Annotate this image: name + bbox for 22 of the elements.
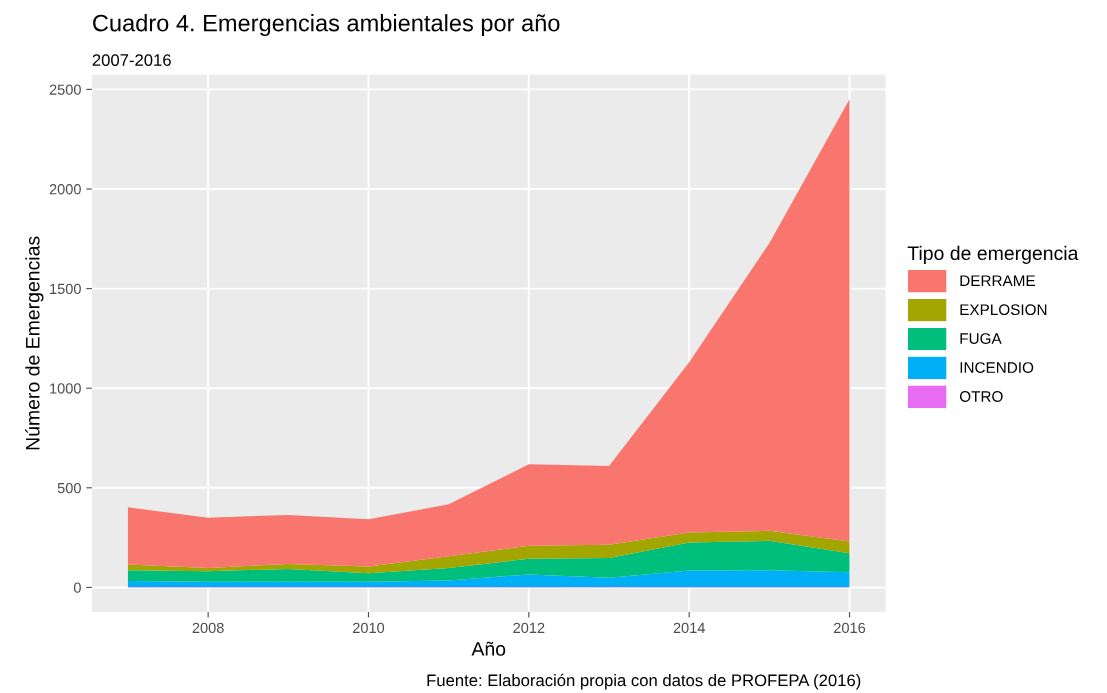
source-note: Fuente: Elaboración propia con datos de PROFEPA (2016) [427,673,861,690]
legend-title: Tipo de emergencia [907,245,1079,264]
x-axis-title: Año [471,641,506,656]
y-tick-label: 1500 [50,283,81,295]
x-tick-label: 2012 [513,622,545,634]
y-tick-label: 1000 [50,383,81,394]
y-tick-label: 2000 [49,184,81,195]
x-tick-label: 2016 [834,622,866,634]
x-tick-label: 2010 [352,622,385,634]
legend-label: OTRO [959,391,1003,402]
legend-label: FUGA [960,333,1002,345]
legend-label: DERRAME [960,275,1035,286]
legend-label: INCENDIO [960,362,1034,373]
x-tick-label: 2014 [673,622,705,634]
chart-subtitle: 2007-2016 [92,54,171,66]
y-tick-label: 500 [57,482,81,494]
y-tick-label: 0 [73,582,81,593]
y-tick-label: 2500 [49,84,81,95]
chart-title: Cuadro 4. Emergencias ambientales por año [93,14,560,37]
x-tick-label: 2008 [192,622,224,634]
y-axis-title: Número de Emergencias [25,236,44,450]
legend-label: EXPLOSION [960,304,1047,316]
